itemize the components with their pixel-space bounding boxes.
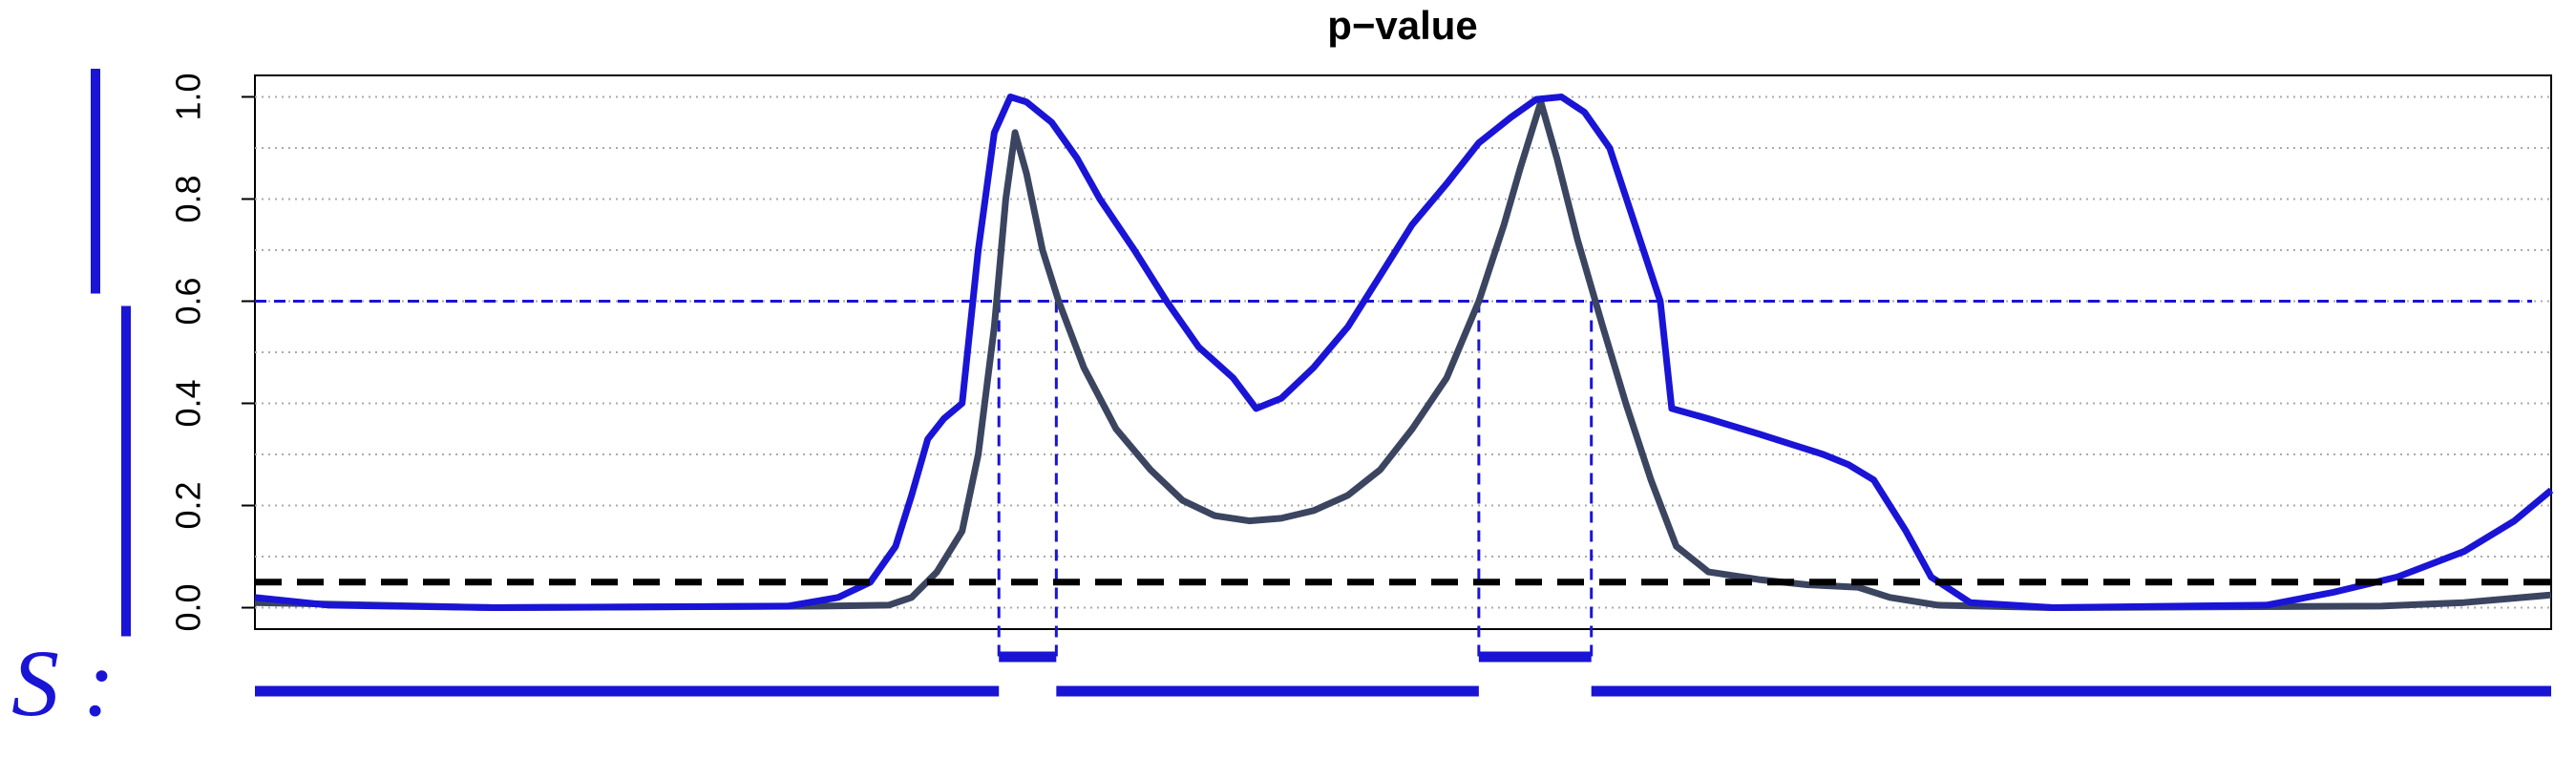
chart-title: p−value (1327, 3, 1478, 48)
y-tick-label: 0.0 (169, 584, 208, 632)
y-tick-label: 0.6 (169, 277, 208, 325)
y-tick-label: 0.2 (169, 481, 208, 529)
segment-label: S : (11, 630, 115, 736)
y-tick-label: 0.8 (169, 175, 208, 222)
series-line (254, 94, 2554, 611)
y-tick-label: 0.4 (169, 379, 208, 427)
series-line (254, 98, 2552, 611)
y-tick-label: 1.0 (169, 73, 208, 120)
